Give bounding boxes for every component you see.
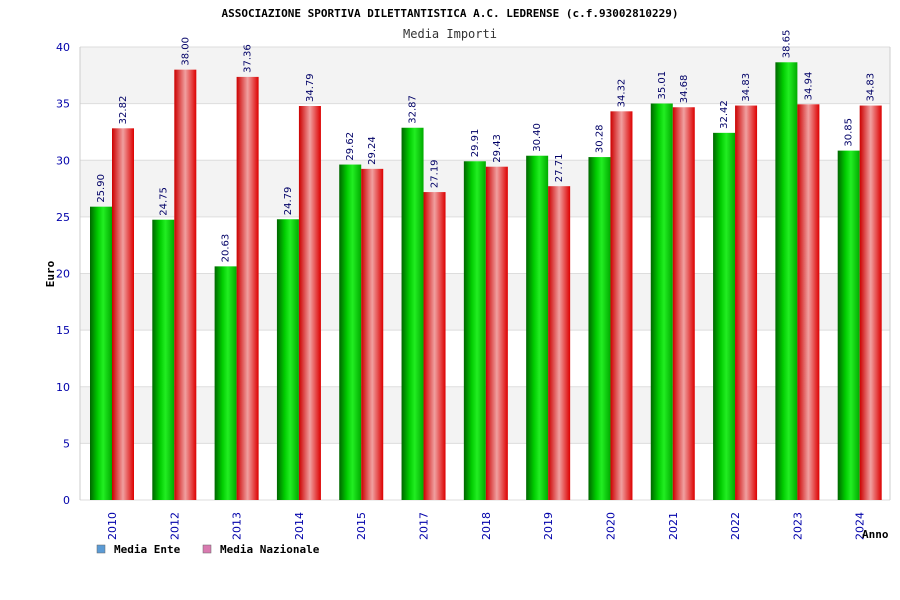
value-label: 27.71 <box>554 154 565 183</box>
legend-label: Media Ente <box>114 543 181 556</box>
value-label: 30.28 <box>594 124 605 153</box>
bar-media-ente <box>90 206 112 500</box>
bar-media-ente <box>276 219 299 501</box>
x-tick-label: 2021 <box>667 512 680 540</box>
bar-media-nazionale <box>112 128 134 500</box>
x-tick-label: 2012 <box>168 512 181 540</box>
x-tick-label: 2024 <box>854 512 867 540</box>
bar-media-ente <box>214 266 237 500</box>
value-label: 27.19 <box>430 159 441 188</box>
bar-media-ente <box>650 103 673 500</box>
value-label: 32.82 <box>118 96 129 125</box>
bar-media-ente <box>526 155 549 500</box>
x-tick-label: 2014 <box>293 512 306 540</box>
value-label: 37.36 <box>243 44 254 73</box>
value-label: 32.87 <box>408 95 419 124</box>
y-tick-label: 25 <box>56 211 70 224</box>
x-tick-label: 2023 <box>791 512 804 540</box>
value-label: 38.00 <box>180 37 191 66</box>
value-label: 34.32 <box>616 79 627 108</box>
value-label: 30.85 <box>844 118 855 147</box>
legend-swatch <box>96 544 106 554</box>
value-label: 29.24 <box>367 136 378 165</box>
y-tick-label: 10 <box>56 381 70 394</box>
bar-media-ente <box>463 161 486 500</box>
chart-subtitle: Media Importi <box>403 27 497 41</box>
y-tick-label: 5 <box>63 437 70 450</box>
bar-media-nazionale <box>548 186 571 500</box>
y-axis-ticks: 0 5 10 15 20 25 30 35 40 <box>56 41 70 507</box>
x-tick-label: 2022 <box>729 512 742 540</box>
bar-media-nazionale <box>298 106 321 501</box>
value-label: 38.65 <box>781 30 792 59</box>
x-axis-label: Anno <box>862 528 889 541</box>
x-axis-ticks: 2010 2012 2013 2014 2015 2017 2018 2019 2020 2021… <box>106 512 867 540</box>
y-tick-label: 0 <box>63 494 70 507</box>
bar-media-nazionale <box>423 192 446 501</box>
legend-swatch <box>202 544 212 554</box>
y-tick-label: 15 <box>56 324 70 337</box>
value-label: 29.43 <box>492 134 503 163</box>
value-label: 24.79 <box>283 187 294 216</box>
bar-media-nazionale <box>236 76 259 500</box>
value-label: 20.63 <box>221 234 232 263</box>
bar-media-ente <box>401 127 424 500</box>
y-tick-label: 30 <box>56 154 70 167</box>
y-axis-label: Euro <box>44 260 57 287</box>
bar-media-ente <box>837 150 860 500</box>
x-tick-label: 2019 <box>542 512 555 540</box>
bar-media-ente <box>713 132 736 500</box>
value-label: 34.68 <box>679 75 690 104</box>
bar-media-nazionale <box>361 168 384 500</box>
bar-media-nazionale <box>174 69 197 501</box>
bar-media-nazionale <box>610 111 633 501</box>
value-labels: 25.90 32.82 24.75 38.00 20.63 37.36 24.79 34.79… <box>96 30 877 263</box>
x-tick-label: 2010 <box>106 512 119 540</box>
y-tick-label: 35 <box>56 98 70 111</box>
legend: Media Ente Media Nazionale <box>96 543 320 556</box>
x-tick-label: 2017 <box>418 512 431 540</box>
bar-media-nazionale <box>485 166 508 500</box>
value-label: 32.42 <box>719 100 730 129</box>
x-tick-label: 2013 <box>231 512 244 540</box>
value-label: 25.90 <box>96 174 107 203</box>
bar-media-ente <box>152 219 175 501</box>
legend-label: Media Nazionale <box>220 543 320 556</box>
bar-media-nazionale <box>797 104 820 500</box>
x-tick-label: 2020 <box>604 512 617 540</box>
y-tick-label: 40 <box>56 41 70 54</box>
value-label: 30.40 <box>532 123 543 152</box>
x-tick-label: 2015 <box>355 512 368 540</box>
chart-title: ASSOCIAZIONE SPORTIVA DILETTANTISTICA A.… <box>222 7 679 20</box>
value-label: 34.83 <box>866 73 877 102</box>
value-label: 29.62 <box>345 132 356 161</box>
value-label: 34.94 <box>803 72 814 101</box>
bars <box>90 62 882 501</box>
value-label: 34.79 <box>305 73 316 102</box>
x-tick-label: 2018 <box>480 512 493 540</box>
y-tick-label: 20 <box>56 268 70 281</box>
bar-media-nazionale <box>735 105 758 501</box>
bar-media-ente <box>775 62 798 500</box>
value-label: 35.01 <box>657 71 668 100</box>
value-label: 34.83 <box>741 73 752 102</box>
value-label: 29.91 <box>470 129 481 158</box>
bar-media-nazionale <box>859 105 882 501</box>
bar-media-ente <box>339 164 362 500</box>
grid-band <box>80 47 890 104</box>
bar-media-nazionale <box>672 107 695 501</box>
value-label: 24.75 <box>158 187 169 216</box>
bar-media-ente <box>588 157 611 501</box>
